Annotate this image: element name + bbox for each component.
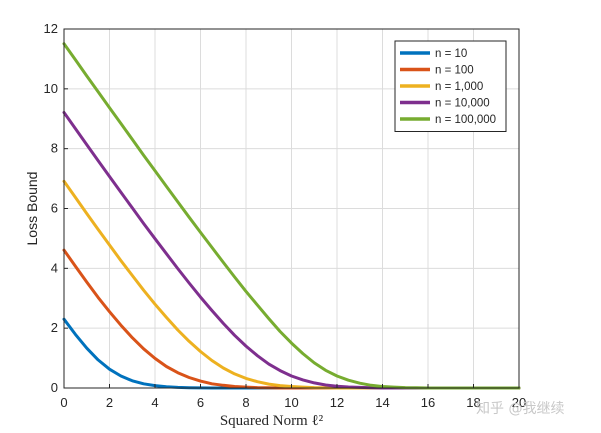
- x-tick-label: 12: [330, 395, 344, 410]
- ticks: 0 2 4 6 8 10 12 14 16 18 20 0 2 4 6 8 10 12: [44, 21, 527, 410]
- legend-label: n = 10,000: [435, 98, 490, 110]
- legend: n = 10 n = 100 n = 1,000 n = 10,000 n = 100,…: [394, 40, 507, 132]
- x-tick-label: 18: [466, 395, 480, 410]
- y-tick-label: 4: [51, 260, 58, 275]
- y-tick-label: 6: [51, 201, 58, 216]
- y-tick-label: 0: [51, 380, 58, 395]
- legend-label: n = 100,000: [435, 114, 496, 126]
- x-tick-label: 2: [106, 395, 113, 410]
- y-tick-label: 2: [51, 320, 58, 335]
- y-tick-label: 10: [44, 81, 58, 96]
- x-tick-label: 16: [421, 395, 435, 410]
- x-tick-label: 14: [375, 395, 389, 410]
- y-axis-label: Loss Bound: [24, 172, 40, 246]
- x-tick-label: 10: [284, 395, 298, 410]
- x-tick-label: 4: [151, 395, 158, 410]
- legend-label: n = 100: [435, 65, 474, 77]
- x-tick-label: 8: [242, 395, 249, 410]
- x-tick-label: 6: [197, 395, 204, 410]
- legend-label: n = 1,000: [435, 81, 483, 93]
- x-tick-label: 0: [60, 395, 67, 410]
- watermark: 知乎 @我继续: [476, 400, 564, 417]
- x-axis-label: Squared Norm ℓ²: [220, 413, 324, 429]
- y-tick-label: 12: [44, 21, 58, 36]
- y-tick-label: 8: [51, 141, 58, 156]
- x-tick-label: 20: [512, 395, 526, 410]
- legend-label: n = 10: [435, 48, 467, 60]
